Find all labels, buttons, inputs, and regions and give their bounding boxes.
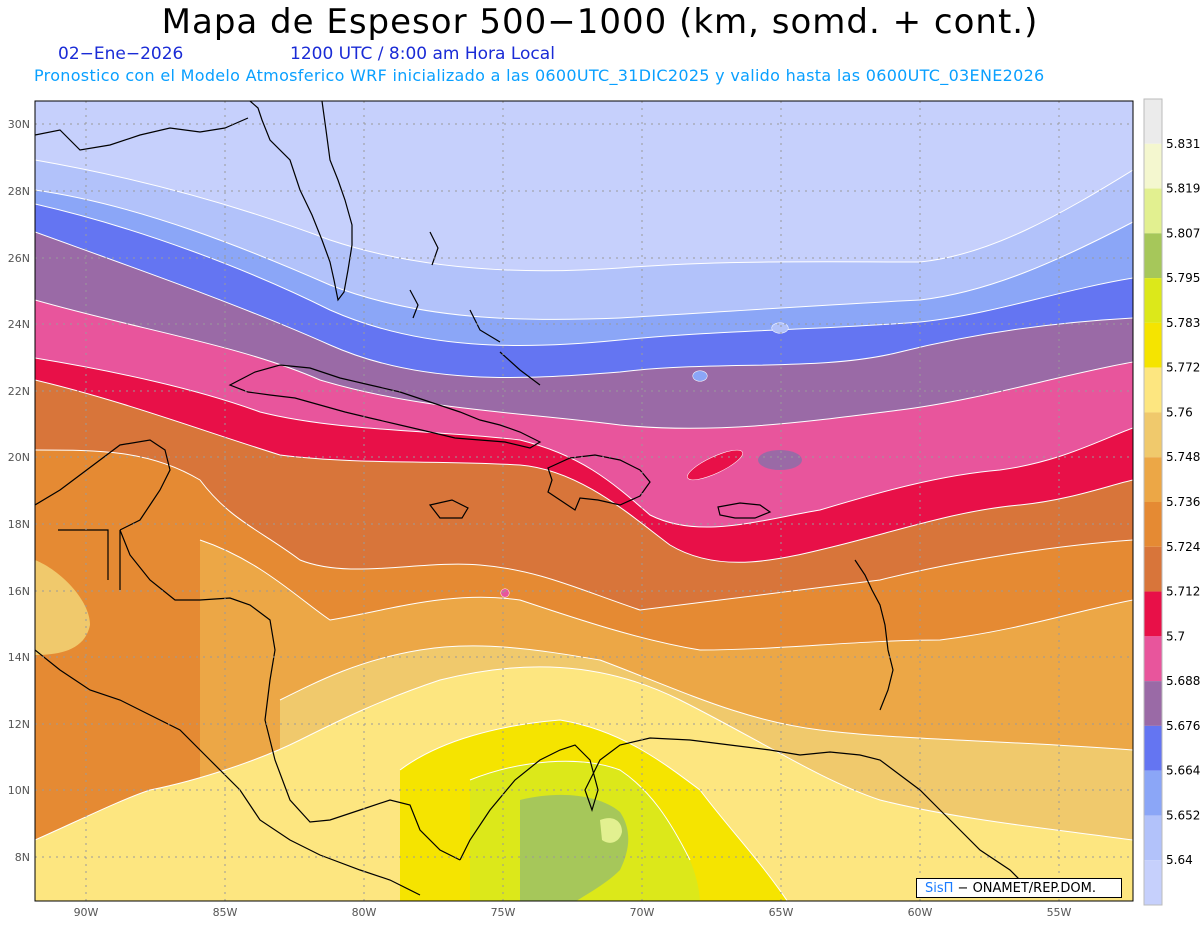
lon-label: 55W: [1047, 906, 1072, 919]
legend-label: 5.676: [1166, 719, 1200, 733]
lat-label: 30N: [8, 118, 30, 131]
pocket: [758, 450, 802, 470]
legend-colorbar: [1143, 98, 1163, 906]
forecast-time: 1200 UTC / 8:00 am Hora Local: [290, 44, 555, 64]
lat-label: 18N: [8, 518, 30, 531]
border-mx: [58, 529, 109, 580]
legend-labels: 5.831 5.819 5.807 5.795 5.783 5.772 5.76 5.748 5…: [1166, 137, 1200, 867]
legend-label: 5.7: [1166, 629, 1185, 643]
coast-bahamas2: [429, 231, 439, 266]
band-5.807-spot: [600, 818, 622, 843]
lat-label: 28N: [8, 185, 30, 198]
lon-axis: 90W 85W 80W 75W 70W 65W 60W 55W: [74, 906, 1072, 919]
coast-s-america: [459, 737, 1031, 891]
lon-label: 75W: [491, 906, 516, 919]
legend-swatch: [1144, 591, 1162, 637]
map-frame: [34, 100, 1134, 902]
coast-florida: [249, 101, 353, 302]
sis-logo-text: SisΠ: [925, 881, 954, 896]
coast-pr: [717, 502, 772, 519]
lon-label: 70W: [630, 906, 655, 919]
coast-jamaica: [428, 499, 469, 519]
legend-label: 5.736: [1166, 495, 1200, 509]
legend-swatch: [1144, 681, 1162, 726]
legend-label: 5.748: [1166, 450, 1200, 464]
legend-swatch: [1144, 143, 1162, 189]
legend-swatch: [1144, 860, 1162, 905]
lat-label: 16N: [8, 585, 30, 598]
band-5.76-west: [35, 560, 90, 655]
pocket: [687, 450, 743, 480]
legend-swatch: [1144, 546, 1162, 592]
legend-label: 5.819: [1166, 182, 1200, 196]
legend-swatch: [1144, 99, 1162, 144]
legend-label: 5.772: [1166, 361, 1200, 375]
map-area: [35, 101, 1133, 901]
legend-label: 5.64: [1166, 853, 1193, 867]
legend-swatch: [1144, 367, 1162, 413]
pocket: [693, 371, 707, 381]
coast-bahamas3: [469, 309, 501, 343]
legend-label: 5.664: [1166, 764, 1200, 778]
map-title: Mapa de Espesor 500−1000 (km, somd. + co…: [161, 2, 1039, 42]
credit-box: SisΠ − ONAMET/REP.DOM.: [916, 878, 1122, 898]
legend-frame: [1143, 98, 1163, 906]
coast-bahamas1: [409, 289, 419, 319]
legend-label: 5.688: [1166, 674, 1200, 688]
lat-label: 20N: [8, 451, 30, 464]
coast-bahamas4: [499, 351, 541, 386]
lon-label: 65W: [769, 906, 794, 919]
lat-label: 22N: [8, 385, 30, 398]
legend-swatch: [1144, 278, 1162, 323]
pocket: [772, 323, 788, 333]
coast-yucatan: [35, 439, 171, 531]
lat-label: 12N: [8, 718, 30, 731]
lon-label: 90W: [74, 906, 99, 919]
legend-swatch: [1144, 322, 1162, 368]
lat-axis: 30N 28N 26N 24N 22N 20N 18N 16N 14N 12N …: [8, 118, 30, 864]
lat-label: 8N: [15, 851, 30, 864]
legend-swatch: [1144, 725, 1162, 771]
forecast-date: 02−Ene−2026: [58, 44, 184, 64]
legend-label: 5.807: [1166, 226, 1200, 240]
legend-label: 5.652: [1166, 808, 1200, 822]
legend-label: 5.795: [1166, 271, 1200, 285]
legend-swatch: [1144, 457, 1162, 502]
legend-label: 5.831: [1166, 137, 1200, 151]
coast-antilles: [854, 559, 894, 711]
pocket: [501, 589, 509, 597]
lat-label: 10N: [8, 784, 30, 797]
lon-label: 85W: [213, 906, 238, 919]
coast-central-america: [119, 529, 461, 861]
legend-swatch: [1144, 770, 1162, 816]
lat-label: 26N: [8, 252, 30, 265]
legend-label: 5.783: [1166, 316, 1200, 330]
legend-swatch: [1144, 815, 1162, 861]
legend-label: 5.712: [1166, 585, 1200, 599]
legend-swatch: [1144, 188, 1162, 234]
lat-label: 14N: [8, 651, 30, 664]
credit-text: − ONAMET/REP.DOM.: [953, 881, 1096, 896]
legend-swatch: [1144, 636, 1162, 682]
legend-swatch: [1144, 233, 1162, 279]
lon-label: 60W: [908, 906, 933, 919]
coast-cuba: [228, 364, 542, 449]
lon-label: 80W: [352, 906, 377, 919]
graticule: [35, 101, 1133, 901]
legend-swatch: [1144, 502, 1162, 547]
forecast-note: Pronostico con el Modelo Atmosferico WRF…: [34, 66, 1045, 85]
legend-swatch: [1144, 412, 1162, 458]
legend-label: 5.76: [1166, 405, 1193, 419]
coast-gulf: [35, 117, 249, 151]
lat-label: 24N: [8, 318, 30, 331]
legend-label: 5.724: [1166, 540, 1200, 554]
